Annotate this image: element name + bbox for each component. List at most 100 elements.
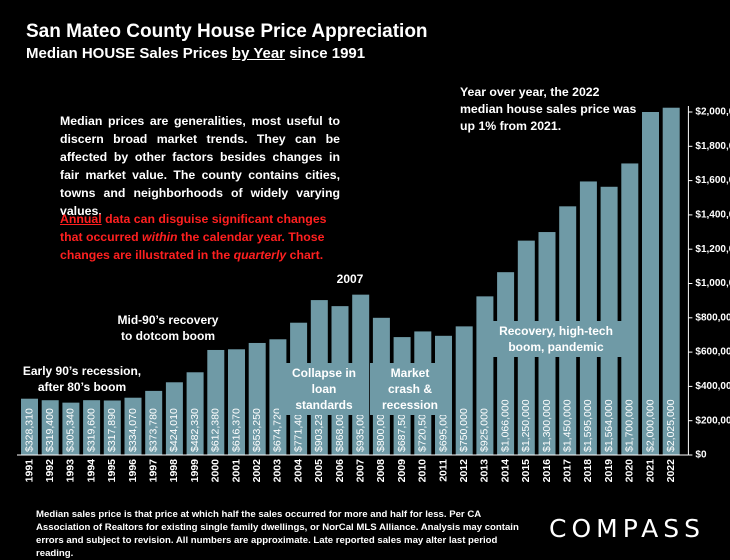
chart-title: San Mateo County House Price Appreciatio… (26, 21, 428, 42)
x-tick-label: 2017 (561, 459, 573, 483)
y-tick-label: $800,000 (695, 312, 730, 323)
x-tick-label: 2005 (313, 459, 325, 483)
x-tick-label: 2006 (334, 459, 346, 483)
bar-value-label: $482,330 (189, 408, 201, 452)
annual-note: Annual data can disguise significant cha… (60, 210, 345, 264)
x-tick-label: 2020 (624, 459, 636, 483)
bar-2021 (642, 112, 659, 455)
annual-part2: the calendar year. Those changes are ill… (60, 230, 325, 262)
x-tick-label: 2007 (354, 459, 366, 483)
bar-1998 (165, 382, 183, 455)
x-tick-label: 1999 (189, 459, 201, 483)
bar-value-label: $2,025,000 (665, 399, 677, 452)
y-tick-label: $1,200,000 (695, 244, 730, 255)
bar-value-label: $868,000 (334, 408, 346, 452)
x-tick-label: 2019 (603, 459, 615, 483)
bar-2014 (497, 272, 515, 455)
x-tick-label: 2016 (541, 459, 553, 483)
bar-value-label: $1,450,000 (561, 399, 573, 452)
x-tick-label: 1994 (85, 459, 97, 483)
subtitle-suffix: since 1991 (285, 45, 366, 62)
bar-1992 (41, 400, 59, 455)
x-tick-label: 1991 (23, 459, 35, 483)
bar-labels-group: $328,310 $319,400 $305,340 $319,600 $317,890… (23, 399, 677, 452)
y-tick-label: $1,400,000 (695, 210, 730, 221)
bar-1994 (83, 400, 101, 455)
x-tick-label: 2015 (520, 459, 532, 483)
y-tick-label: $0 (695, 450, 707, 461)
annual-quarterly: quarterly (233, 248, 287, 262)
x-tick-label: 2014 (499, 459, 511, 483)
chart-subtitle: Median HOUSE Sales Prices by Year since … (26, 45, 365, 62)
annual-part1: data can disguise significant changes th… (60, 212, 327, 244)
x-tick-label: 2001 (230, 459, 242, 483)
annual-within: within (142, 230, 178, 244)
bar-value-label: $687,500 (396, 408, 408, 452)
annotation-crash: Market crash & recession (370, 363, 450, 415)
y-tick-label: $400,000 (695, 381, 730, 392)
bar-2020 (621, 163, 639, 455)
x-tick-label: 1996 (127, 459, 139, 483)
y-tick-label: $1,000,000 (695, 278, 730, 289)
bar-2019 (600, 186, 618, 456)
bar-value-label: $334,070 (127, 408, 139, 452)
y-tick-label: $1,800,000 (695, 141, 730, 152)
bar-value-label: $1,250,000 (520, 399, 532, 452)
y-tick-label: $2,000,000 (695, 107, 730, 118)
bar-1997 (145, 390, 163, 455)
annotation-collapse: Collapse in loan standards (279, 363, 369, 415)
bar-1999 (186, 372, 204, 455)
annual-part3: chart. (286, 248, 324, 262)
bar-value-label: $771,400 (292, 408, 304, 452)
x-tick-label: 2008 (375, 459, 387, 483)
x-tick-label: 1997 (147, 459, 159, 483)
x-tick-label: 2013 (479, 459, 491, 483)
bar-2000 (207, 349, 225, 455)
bar-value-label: $305,340 (65, 408, 77, 452)
x-tick-labels-group: 1991 1992 1993 1994 1995 1996 1997 1998 1999 2000… (23, 459, 677, 483)
compass-logo: COMPASS (549, 514, 706, 543)
y-axis-group: $0 $200,000 $400,000 $600,000 $800,000 $1,000… (17, 106, 730, 461)
general-note: Median prices are generalities, most use… (60, 114, 340, 218)
y-tick-label: $1,600,000 (695, 175, 730, 186)
bar-value-label: $653,250 (251, 408, 263, 452)
bar-value-label: $1,700,000 (624, 399, 636, 452)
x-tick-label: 2012 (458, 459, 470, 483)
footnote: Median sales price is that price at whic… (36, 509, 519, 559)
bar-2018 (579, 181, 597, 455)
x-tick-label: 2003 (272, 459, 284, 483)
bar-value-label: $1,595,000 (582, 399, 594, 452)
bar-value-label: $935,000 (354, 408, 366, 452)
bar-value-label: $373,780 (147, 408, 159, 452)
y-tick-label: $200,000 (695, 415, 730, 426)
annotation-recovery: Recovery, high-tech boom, pandemic (478, 321, 634, 357)
x-tick-label: 1993 (65, 459, 77, 483)
bar-2001 (228, 349, 245, 455)
bar-value-label: $903,230 (313, 408, 325, 452)
bar-value-label: $925,000 (479, 408, 491, 452)
bar-1991 (21, 398, 38, 455)
bar-value-label: $424,010 (168, 408, 180, 452)
annotation-mid90s: Mid-90’s recovery to dotcom boom (117, 313, 219, 343)
yoy-note: Year over year, the 2022 median house sa… (460, 85, 637, 133)
annual-word: Annual (60, 212, 102, 226)
bar-value-label: $319,400 (44, 408, 56, 452)
bar-value-label: $720,500 (417, 408, 429, 452)
subtitle-underlined: by Year (231, 45, 286, 62)
bar-2022 (662, 107, 680, 456)
bar-value-label: $1,066,000 (499, 399, 511, 452)
x-tick-label: 2021 (644, 459, 656, 483)
bar-value-label: $612,380 (210, 408, 222, 452)
x-tick-label: 2011 (437, 459, 449, 482)
bar-value-label: $750,000 (458, 408, 470, 452)
bar-1995 (103, 400, 121, 455)
bar-value-label: $2,000,000 (644, 399, 656, 452)
bar-value-label: $616,370 (230, 408, 242, 452)
bar-value-label: $317,890 (106, 408, 118, 452)
bar-1993 (62, 402, 80, 455)
bar-value-label: $1,564,000 (603, 399, 615, 452)
x-tick-label: 2018 (582, 459, 594, 483)
x-tick-label: 2000 (210, 459, 222, 483)
bar-value-label: $800,000 (375, 408, 387, 452)
bar-value-label: $319,600 (85, 408, 97, 452)
